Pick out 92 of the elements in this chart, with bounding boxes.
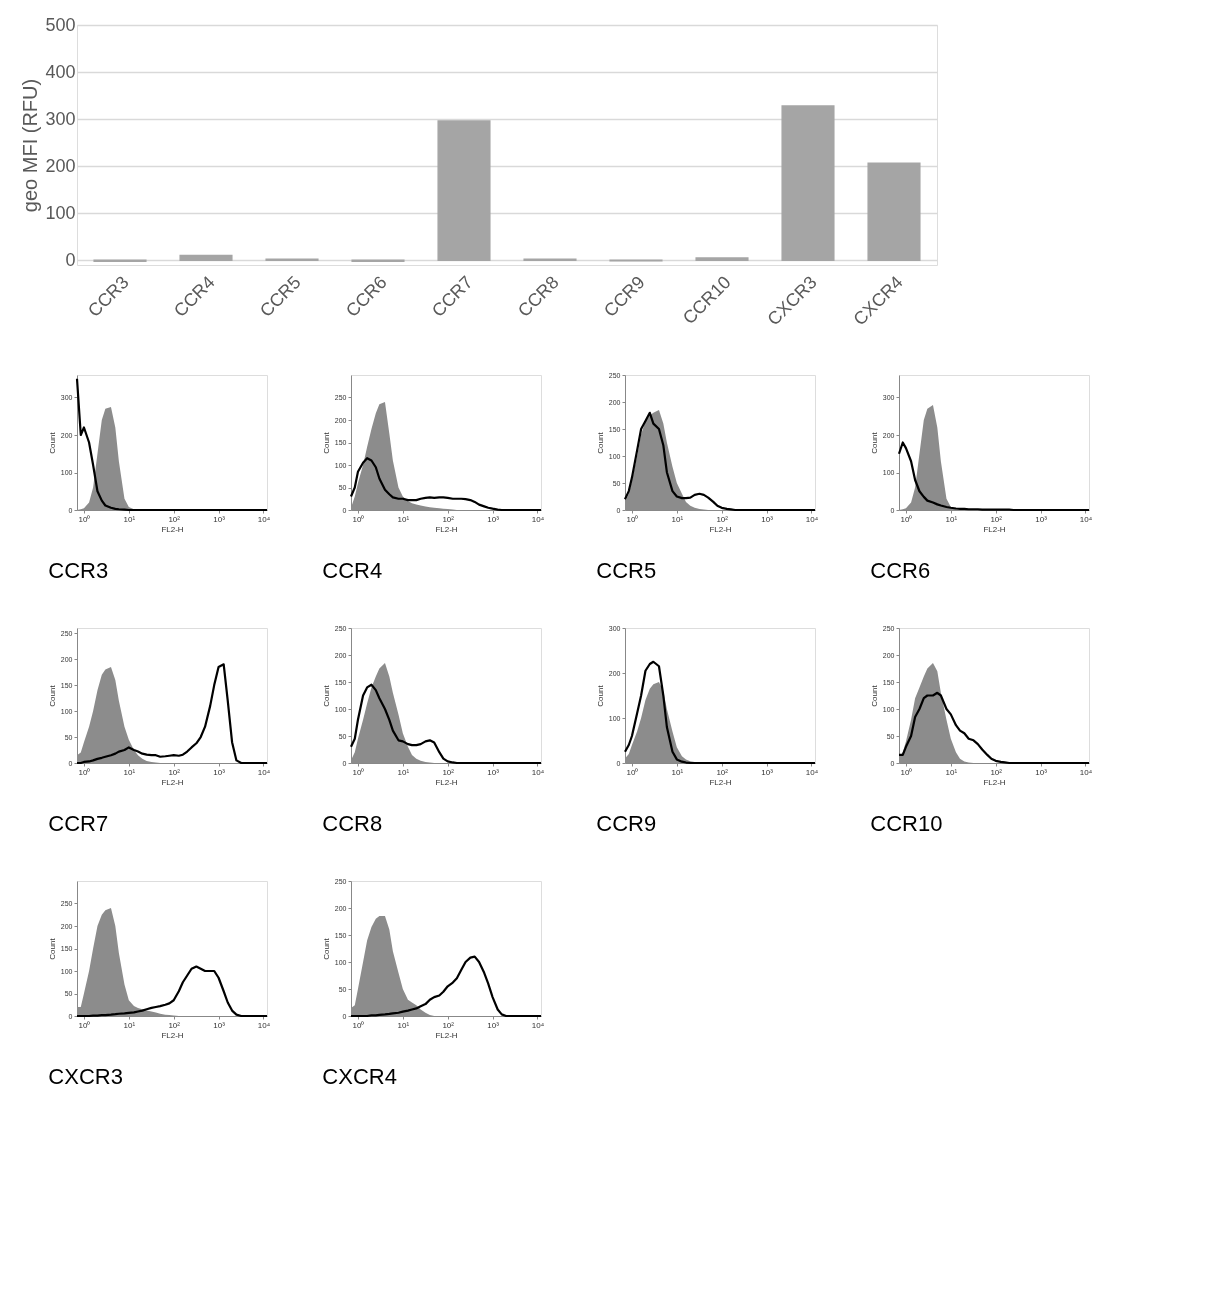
x-axis-title: FL2-H <box>709 524 732 534</box>
x-tick-label: 10¹ <box>123 514 136 524</box>
x-tick-label: 10⁴ <box>531 767 545 777</box>
y-tick-label: 500 <box>45 14 76 35</box>
x-tick-label: 10³ <box>761 767 774 777</box>
y-axis-title: Count <box>47 684 57 707</box>
x-tick-label: 10³ <box>1035 514 1048 524</box>
text: CXCR3 <box>48 1064 123 1089</box>
y-axis-title: Count <box>595 684 605 707</box>
x-tick-label: 10¹ <box>397 767 410 777</box>
x-tick-label: 10⁴ <box>1079 514 1093 524</box>
x-tick-label: 10³ <box>213 1020 226 1030</box>
x-tick-label: 10³ <box>1035 767 1048 777</box>
x-axis-title: FL2-H <box>161 1030 184 1040</box>
x-tick-label: 10⁴ <box>805 514 819 524</box>
x-axis-title: FL2-H <box>435 524 458 534</box>
x-axis-title: FL2-H <box>435 777 458 787</box>
x-axis-title: FL2-H <box>161 777 184 787</box>
y-axis-title: Count <box>321 431 331 454</box>
y-axis-title: Count <box>869 431 879 454</box>
text: CCR6 <box>870 558 931 583</box>
x-tick-label: 10⁰ <box>900 767 913 777</box>
y-tick-label: 400 <box>45 61 76 82</box>
y-axis-title: Count <box>47 431 57 454</box>
x-tick-label: 10⁴ <box>531 514 545 524</box>
x-tick-label: 10² <box>990 767 1003 777</box>
y-tick-label: 100 <box>45 202 76 223</box>
x-tick-label: 10² <box>168 767 181 777</box>
x-axis-title: FL2-H <box>709 777 732 787</box>
x-tick-label: 10¹ <box>397 1020 410 1030</box>
x-tick-label: 10¹ <box>671 514 684 524</box>
x-tick-label: 10⁰ <box>352 514 365 524</box>
y-axis-title: Count <box>321 937 331 960</box>
x-axis-title: FL2-H <box>435 1030 458 1040</box>
x-tick-label: 10⁰ <box>78 767 91 777</box>
x-tick-label: 10⁴ <box>1079 767 1093 777</box>
x-tick-label: 10² <box>168 514 181 524</box>
bar <box>781 105 835 262</box>
x-tick-label: 10¹ <box>945 514 958 524</box>
bar <box>437 120 491 262</box>
text: CCR9 <box>596 811 657 836</box>
y-axis-title: Count <box>595 431 605 454</box>
y-axis-title: geo MFI (RFU) <box>19 78 42 213</box>
x-tick-label: 10² <box>716 514 729 524</box>
x-tick-label: 10¹ <box>123 767 136 777</box>
x-axis-title: FL2-H <box>161 524 184 534</box>
text: CCR4 <box>322 558 383 583</box>
x-tick-label: 10⁰ <box>352 767 365 777</box>
y-tick-label: 0 <box>65 249 76 270</box>
x-tick-label: 10¹ <box>671 767 684 777</box>
y-tick-label: 300 <box>45 108 76 129</box>
text: CCR10 <box>870 811 943 836</box>
x-tick-label: 10⁰ <box>78 514 91 524</box>
x-tick-label: 10⁴ <box>257 1020 271 1030</box>
x-tick-label: 10¹ <box>945 767 958 777</box>
x-tick-label: 10² <box>716 767 729 777</box>
y-axis-title: Count <box>321 684 331 707</box>
x-tick-label: 10³ <box>213 514 226 524</box>
x-axis-title: FL2-H <box>983 777 1006 787</box>
x-tick-label: 10⁴ <box>805 767 819 777</box>
y-tick-label: 200 <box>45 155 76 176</box>
x-tick-label: 10³ <box>213 767 226 777</box>
y-axis-title: Count <box>47 937 57 960</box>
x-tick-label: 10³ <box>761 514 774 524</box>
x-tick-label: 10³ <box>487 767 500 777</box>
x-tick-label: 10¹ <box>123 1020 136 1030</box>
text: CXCR4 <box>322 1064 397 1089</box>
x-tick-label: 10⁰ <box>626 514 639 524</box>
x-tick-label: 10² <box>442 1020 455 1030</box>
x-tick-label: 10¹ <box>397 514 410 524</box>
x-tick-label: 10⁰ <box>352 1020 365 1030</box>
x-tick-label: 10⁴ <box>257 514 271 524</box>
x-tick-label: 10³ <box>487 514 500 524</box>
x-tick-label: 10⁴ <box>257 767 271 777</box>
x-tick-label: 10² <box>990 514 1003 524</box>
bar <box>695 257 749 262</box>
x-tick-label: 10⁴ <box>531 1020 545 1030</box>
x-tick-label: 10³ <box>487 1020 500 1030</box>
bar <box>179 254 233 262</box>
x-tick-label: 10⁰ <box>78 1020 91 1030</box>
text: CCR5 <box>596 558 657 583</box>
x-axis-title: FL2-H <box>983 524 1006 534</box>
x-tick-label: 10² <box>442 514 455 524</box>
x-tick-label: 10² <box>442 767 455 777</box>
text: CCR3 <box>48 558 109 583</box>
x-tick-label: 10⁰ <box>900 514 913 524</box>
bar <box>867 162 921 262</box>
text: CCR7 <box>48 811 109 836</box>
y-axis-title: Count <box>869 684 879 707</box>
x-tick-label: 10⁰ <box>626 767 639 777</box>
text: CCR8 <box>322 811 383 836</box>
x-tick-label: 10² <box>168 1020 181 1030</box>
